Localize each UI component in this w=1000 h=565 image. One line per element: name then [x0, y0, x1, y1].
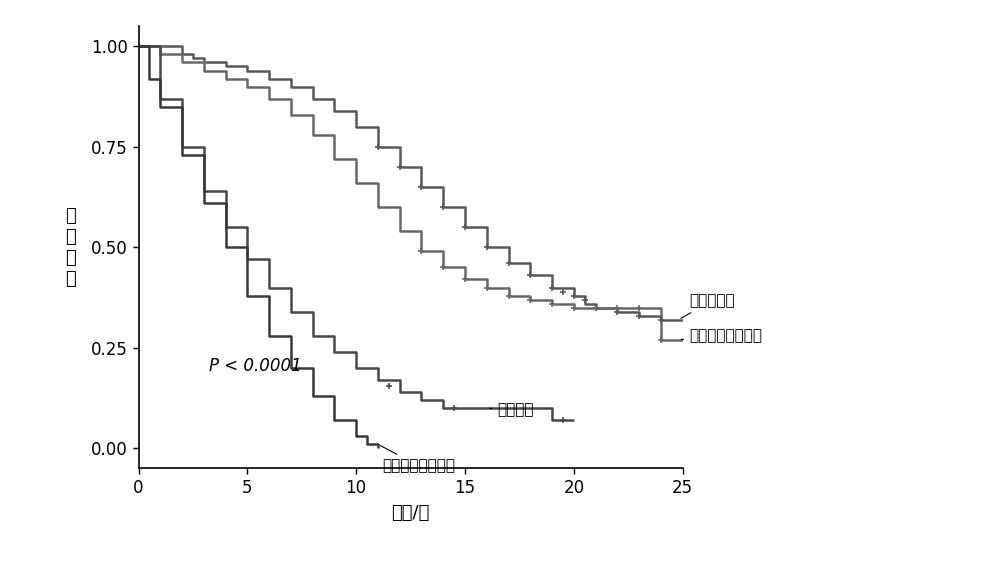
- Text: 保持无突变: 保持无突变: [681, 294, 735, 318]
- Text: 从无突变到有突变: 从无突变到有突变: [380, 446, 455, 473]
- Y-axis label: 人
数
比
例: 人 数 比 例: [65, 207, 76, 288]
- Text: P < 0.0001: P < 0.0001: [209, 357, 302, 375]
- X-axis label: 单位/月: 单位/月: [391, 504, 430, 521]
- Text: 保持突变: 保持突变: [490, 402, 534, 417]
- Text: 从有突变到无突变: 从有突变到无突变: [681, 328, 762, 343]
